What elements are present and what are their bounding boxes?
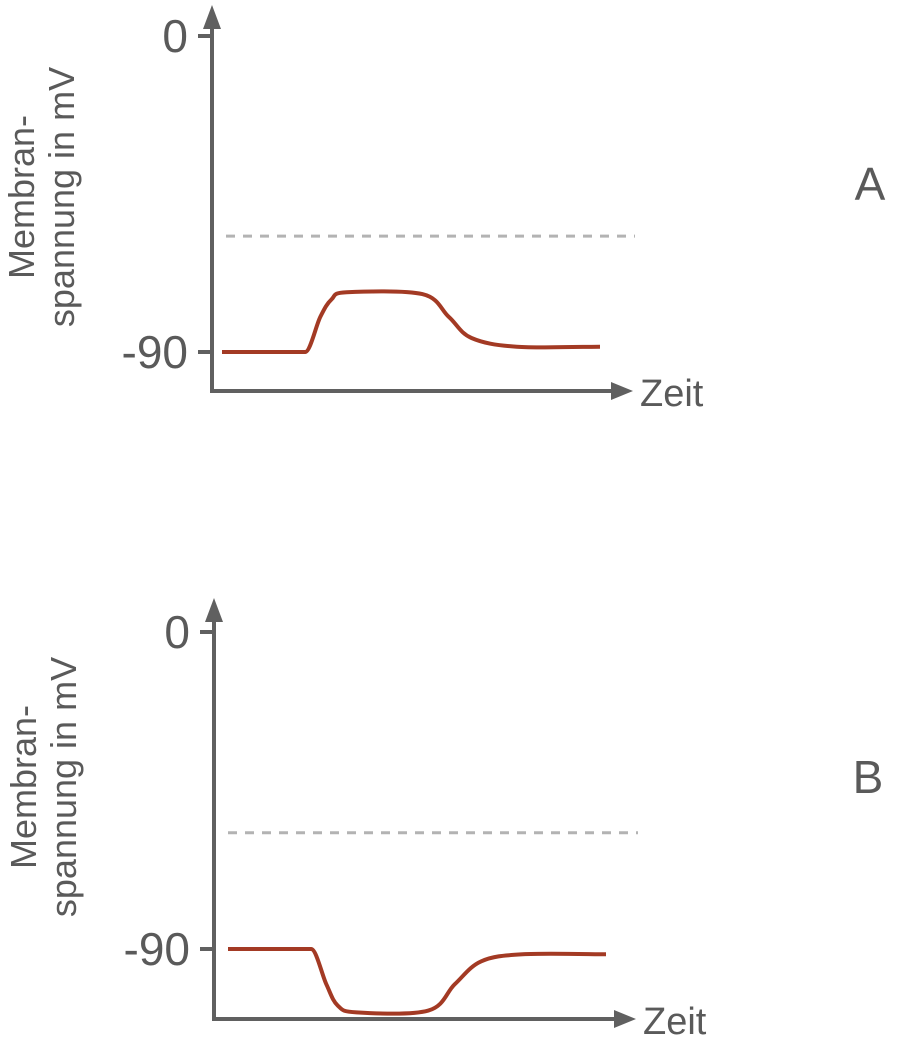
y-tick-label: 0 xyxy=(162,10,188,62)
panel-label: A xyxy=(855,158,886,210)
y-tick-label: -90 xyxy=(122,326,188,378)
x-axis-label: Zeit xyxy=(640,373,704,415)
x-axis-arrow xyxy=(614,1010,636,1028)
y-tick-label: 0 xyxy=(164,606,190,658)
panel-b: 0 -90 Zeit Membran-spannung in mV B xyxy=(3,598,883,1043)
x-axis-arrow xyxy=(611,382,633,400)
y-tick-label: -90 xyxy=(124,923,190,975)
y-axis-label: Membran-spannung in mV xyxy=(3,657,84,917)
x-axis-label: Zeit xyxy=(643,1001,707,1043)
membrane-potential-curve xyxy=(228,947,607,1016)
y-axis-arrow xyxy=(203,5,221,29)
y-axis-label: Membran-spannung in mV xyxy=(1,67,82,327)
panel-label: B xyxy=(853,751,884,803)
y-axis-arrow xyxy=(205,598,223,622)
membrane-potential-curve xyxy=(222,289,601,354)
panel-a: 0 -90 Zeit Membran-spannung in mV A xyxy=(1,5,886,415)
y-axis-label-line: spannung in mV xyxy=(41,67,82,327)
y-axis-label-line: Membran- xyxy=(1,115,42,279)
y-axis-label-line: spannung in mV xyxy=(43,657,84,917)
y-axis-label-line: Membran- xyxy=(3,705,44,869)
